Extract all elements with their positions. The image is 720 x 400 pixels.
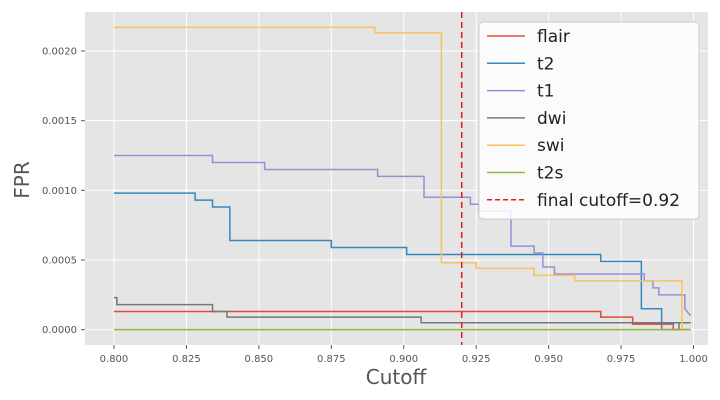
legend-label: t2 — [537, 54, 554, 74]
x-axis-label: Cutoff — [366, 365, 428, 389]
x-tick-label: 0.950 — [534, 354, 563, 365]
series-line-swi — [113, 26, 691, 331]
axis-ticks: 0.800 0.825 0.850 0.875 0.900 0.925 0.950 0.975… — [42, 47, 708, 365]
x-tick-label: 1.000 — [679, 354, 708, 365]
x-tick-label: 0.975 — [607, 354, 636, 365]
legend-label: flair — [537, 27, 570, 47]
series-line-flair — [113, 310, 691, 331]
y-tick-label: 0.0010 — [42, 186, 77, 197]
x-tick-label: 0.850 — [245, 354, 274, 365]
legend-frame — [478, 21, 700, 220]
x-tick-label: 0.800 — [100, 354, 129, 365]
y-tick-label: 0.0000 — [42, 325, 77, 336]
legend-label: t1 — [537, 82, 554, 102]
y-tick-label: 0.0020 — [42, 47, 77, 58]
y-tick-label: 0.0015 — [42, 116, 77, 127]
series-line-t2 — [113, 192, 691, 324]
y-axis-label: FPR — [10, 161, 34, 199]
legend-label: dwi — [537, 109, 566, 129]
x-tick-label: 0.825 — [172, 354, 201, 365]
legend-label: swi — [537, 136, 564, 156]
legend: flair t2 t1 dwi swi t2s final cutoff=0.92 — [478, 21, 700, 220]
x-tick-label: 0.925 — [462, 354, 491, 365]
x-tick-label: 0.900 — [389, 354, 418, 365]
series-line-t1 — [113, 154, 692, 317]
series-layer — [113, 26, 692, 331]
legend-label: t2s — [537, 164, 563, 184]
legend-label: final cutoff=0.92 — [537, 191, 680, 211]
x-tick-label: 0.875 — [317, 354, 346, 365]
y-tick-label: 0.0005 — [42, 256, 77, 267]
